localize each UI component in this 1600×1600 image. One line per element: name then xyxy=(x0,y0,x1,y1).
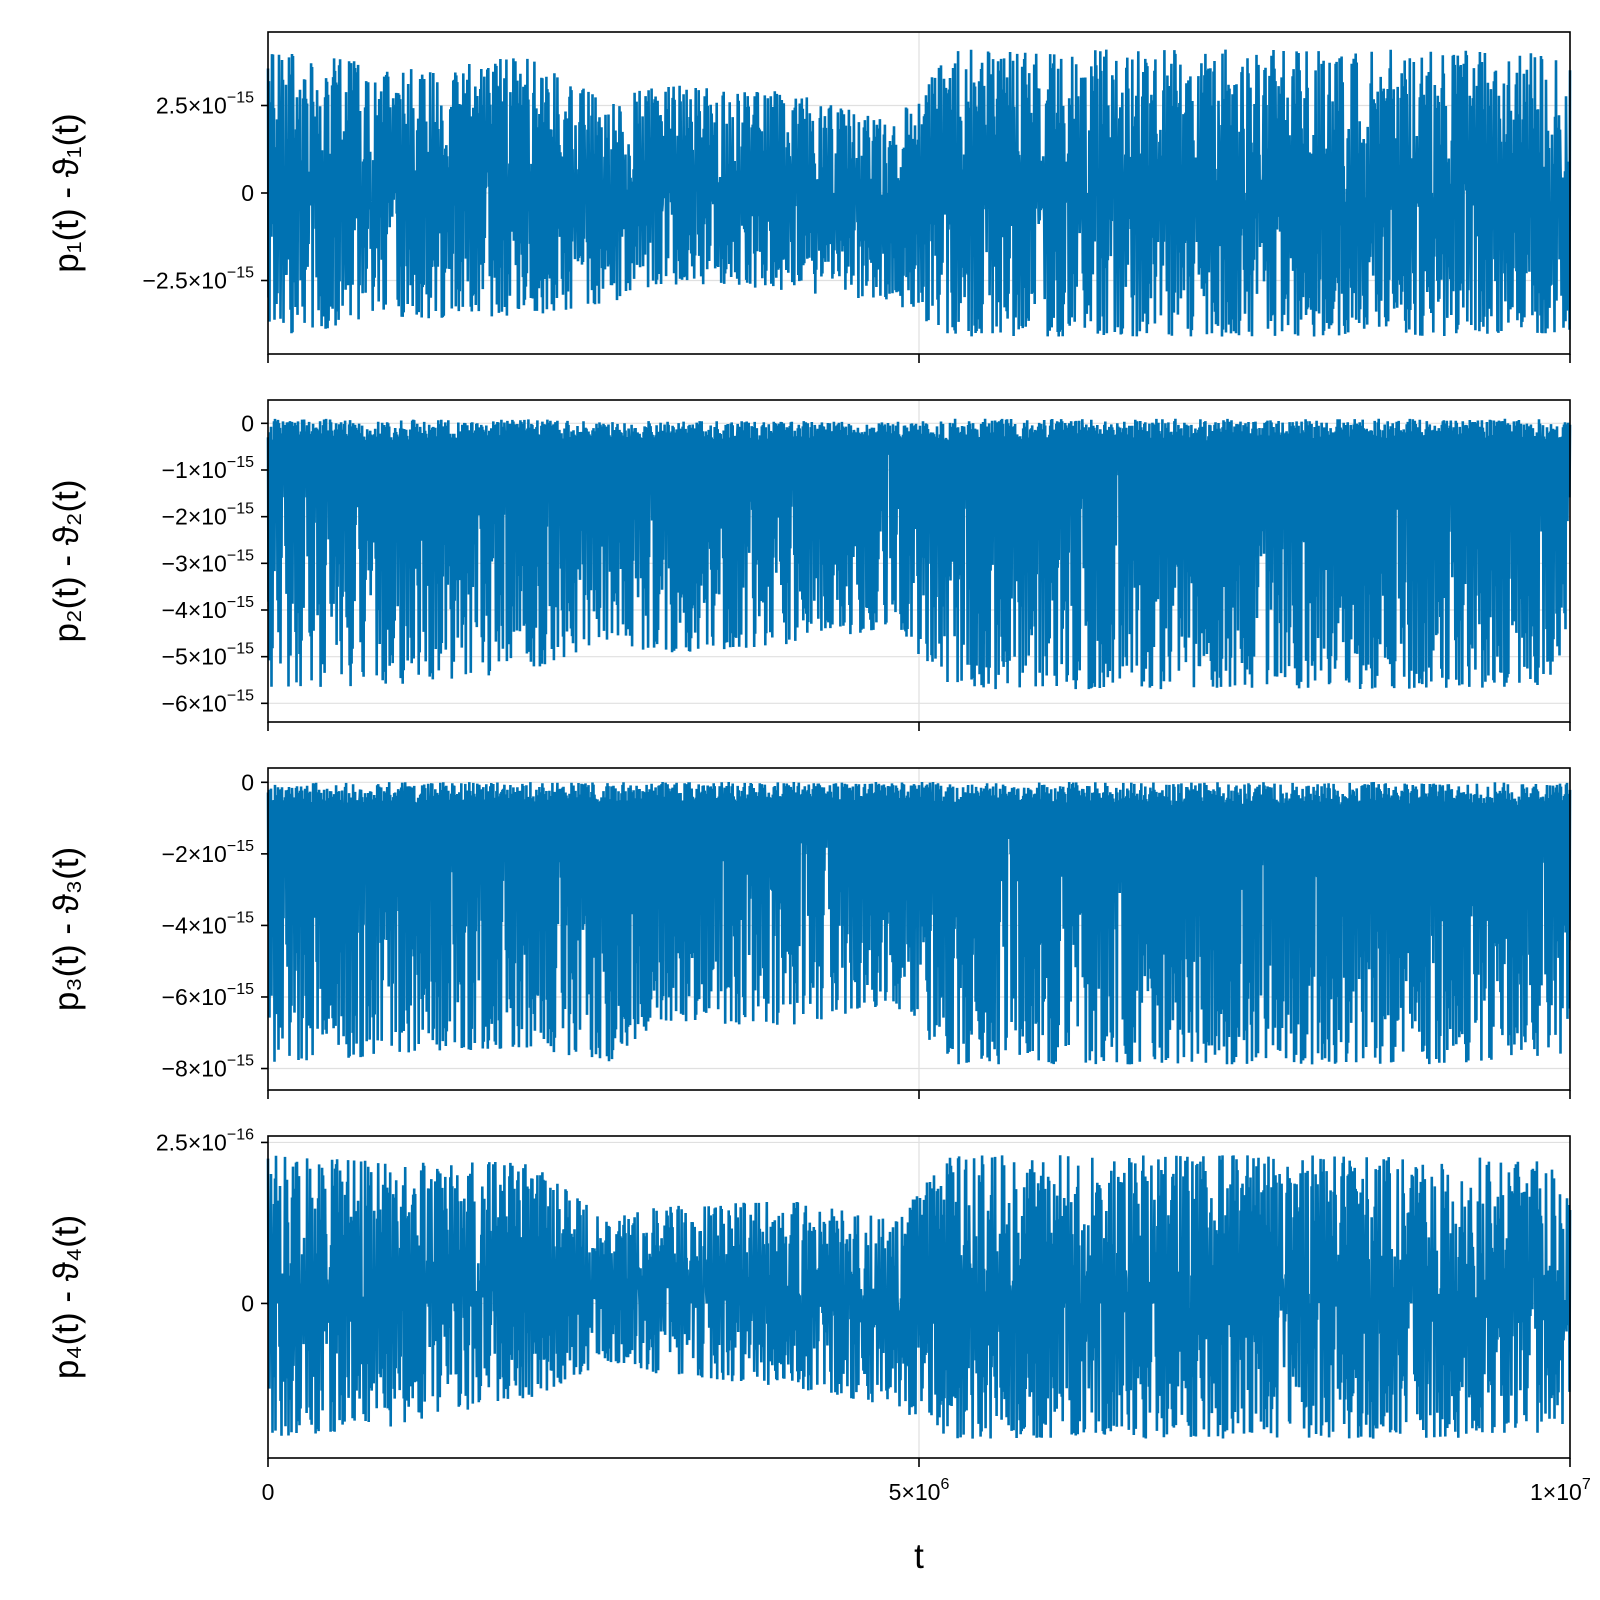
y-tick-label: −2.5×10−15 xyxy=(142,265,254,294)
y-tick-label: 0 xyxy=(241,410,254,436)
x-tick-label: 1×107 xyxy=(1530,1476,1591,1505)
y-tick-label: −8×10−15 xyxy=(162,1053,254,1082)
panel-4: 2.5×10−16 0 0 5×106 1×107 p₄(t) - ϑ₄(t) t xyxy=(47,1126,1591,1576)
y-tick-label: 0 xyxy=(241,180,254,206)
series-line xyxy=(266,781,1572,1065)
y-tick-label: −2×10−15 xyxy=(162,838,254,867)
y-tick-label: −2×10−15 xyxy=(162,501,254,530)
panel-1: 2.5×10−15 0 −2.5×10−15 p₁(t) - ϑ₁(t) xyxy=(47,31,1572,363)
panel-2: 0 −1×10−15 −2×10−15 −3×10−15 −4×10−15 −5×10−1… xyxy=(47,399,1572,731)
y-tick-label: 2.5×10−16 xyxy=(156,1126,254,1155)
y-tick-label: −6×10−15 xyxy=(162,687,254,716)
series-line xyxy=(266,1155,1572,1439)
series-line xyxy=(266,49,1572,337)
y-tick-label: −1×10−15 xyxy=(162,454,254,483)
panel-3: 0 −2×10−15 −4×10−15 −6×10−15 −8×10−15 p₃(t) -… xyxy=(47,767,1572,1099)
y-tick-label: 2.5×10−15 xyxy=(156,90,254,119)
x-tick-label: 0 xyxy=(262,1479,275,1505)
y-tick-label: −6×10−15 xyxy=(162,981,254,1010)
y-tick-label: −4×10−15 xyxy=(162,909,254,938)
y-axis-label: p₂(t) - ϑ₂(t) xyxy=(47,480,86,643)
y-tick-label: −4×10−15 xyxy=(162,594,254,623)
y-tick-label: −5×10−15 xyxy=(162,641,254,670)
y-tick-label: 0 xyxy=(241,1290,254,1316)
y-axis-label: p₃(t) - ϑ₃(t) xyxy=(47,847,86,1011)
series-line xyxy=(266,418,1572,690)
y-tick-label: 0 xyxy=(241,769,254,795)
x-axis-label: t xyxy=(914,1537,924,1576)
y-axis-label: p₄(t) - ϑ₄(t) xyxy=(47,1215,86,1379)
y-axis-label: p₁(t) - ϑ₁(t) xyxy=(47,113,86,272)
x-tick-label: 5×106 xyxy=(889,1476,950,1505)
y-tick-label: −3×10−15 xyxy=(162,547,254,576)
